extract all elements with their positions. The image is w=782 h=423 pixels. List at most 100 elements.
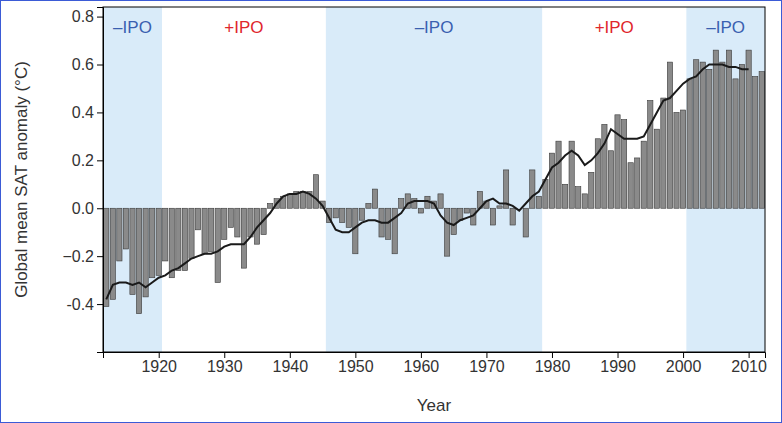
- bar: [235, 208, 240, 237]
- bar: [346, 208, 351, 227]
- x-tick: 1960: [404, 352, 440, 375]
- bar: [490, 208, 495, 225]
- marks: [104, 50, 765, 314]
- y-tick: 0.6: [72, 56, 103, 73]
- bar: [549, 153, 554, 208]
- plot: –IPO+IPO–IPO+IPO–IPO19201930194019501960…: [62, 7, 767, 375]
- x-axis-title: Year: [417, 396, 452, 415]
- bar: [209, 208, 214, 251]
- x-tick: 2010: [731, 352, 767, 375]
- bar: [117, 208, 122, 261]
- x-tick-mark: [159, 352, 160, 358]
- region-shade: [326, 7, 542, 352]
- x-tick-mark: [749, 352, 750, 358]
- y-tick: 0.4: [72, 104, 103, 121]
- x-tick-label: 1940: [273, 358, 309, 375]
- y-tick-mark: [97, 65, 103, 66]
- regions: [103, 7, 765, 352]
- bar: [372, 189, 377, 208]
- bar: [359, 208, 364, 220]
- bar: [608, 151, 613, 209]
- y-axis: -0.4 −0.2 0.0 0.2 0.4 0.6 0.8: [62, 8, 103, 353]
- bar: [615, 115, 620, 208]
- y-tick-label: −0.2: [62, 248, 94, 265]
- y-tick-label: 0.4: [72, 104, 94, 121]
- bar: [497, 206, 502, 208]
- bar: [136, 208, 141, 313]
- bar: [621, 120, 626, 209]
- bar: [628, 163, 633, 209]
- y-tick: 0.2: [72, 152, 103, 169]
- y-tick: -0.4: [66, 296, 103, 313]
- x-tick-mark: [290, 352, 291, 358]
- bar: [222, 208, 227, 239]
- bar: [700, 62, 705, 208]
- x-axis-line: [104, 353, 766, 359]
- bar: [150, 208, 155, 277]
- bar: [458, 208, 463, 220]
- x-tick-mark: [421, 352, 422, 358]
- bar: [163, 208, 168, 261]
- x-tick-mark: [552, 352, 553, 358]
- bar: [510, 208, 515, 225]
- bar: [313, 175, 318, 209]
- bar: [202, 208, 207, 254]
- y-tick-label: 0.0: [72, 200, 94, 217]
- bar: [556, 141, 561, 208]
- bar: [648, 100, 653, 208]
- bar: [130, 208, 135, 294]
- bar: [523, 208, 528, 237]
- y-tick-label: 0.8: [72, 8, 94, 25]
- y-tick-mark: [97, 256, 103, 257]
- bar: [707, 69, 712, 208]
- y-tick-mark: [97, 160, 103, 161]
- x-tick: 1940: [273, 352, 309, 375]
- y-tick-mark: [97, 304, 103, 305]
- y-tick-mark: [97, 208, 103, 209]
- region-shade: [686, 7, 765, 352]
- bar: [228, 208, 233, 227]
- bar: [287, 194, 292, 208]
- x-tick-label: 1990: [600, 358, 636, 375]
- x-tick-mark: [618, 352, 619, 358]
- y-tick-mark: [97, 17, 103, 18]
- bar: [340, 208, 345, 222]
- y-axis-title: Global mean SAT anomaly (°C): [12, 61, 31, 298]
- bar: [268, 203, 273, 208]
- bar: [353, 208, 358, 254]
- x-tick: 2000: [666, 352, 702, 375]
- bars: [104, 50, 765, 314]
- bar: [366, 203, 371, 208]
- region-shade: [103, 7, 162, 352]
- bar: [385, 208, 390, 239]
- bar: [169, 208, 174, 277]
- x-tick-label: 1960: [404, 358, 440, 375]
- x-tick-label: 1970: [469, 358, 505, 375]
- region-label: –IPO: [113, 18, 152, 37]
- x-tick-label: 1930: [207, 358, 243, 375]
- bar: [464, 208, 469, 213]
- x-tick-mark: [355, 352, 356, 358]
- bar: [582, 194, 587, 208]
- bar: [451, 208, 456, 234]
- bar: [661, 98, 666, 208]
- bar: [641, 141, 646, 208]
- y-axis-line: [97, 8, 104, 353]
- region-label: +IPO: [224, 18, 263, 37]
- frame: [103, 7, 765, 352]
- y-tick-label: 0.6: [72, 56, 94, 73]
- smoothed-line: [106, 65, 748, 300]
- bar: [333, 208, 338, 218]
- x-tick-mark: [683, 352, 684, 358]
- y-tick-label: -0.4: [66, 296, 94, 313]
- bar: [444, 208, 449, 256]
- bar: [654, 129, 659, 208]
- x-tick-mark: [486, 352, 487, 358]
- bar: [536, 196, 541, 208]
- y-tick-label: 0.2: [72, 152, 94, 169]
- bar: [189, 208, 194, 258]
- bar: [713, 50, 718, 208]
- bar: [104, 208, 109, 306]
- bar: [680, 110, 685, 208]
- bar: [753, 76, 758, 208]
